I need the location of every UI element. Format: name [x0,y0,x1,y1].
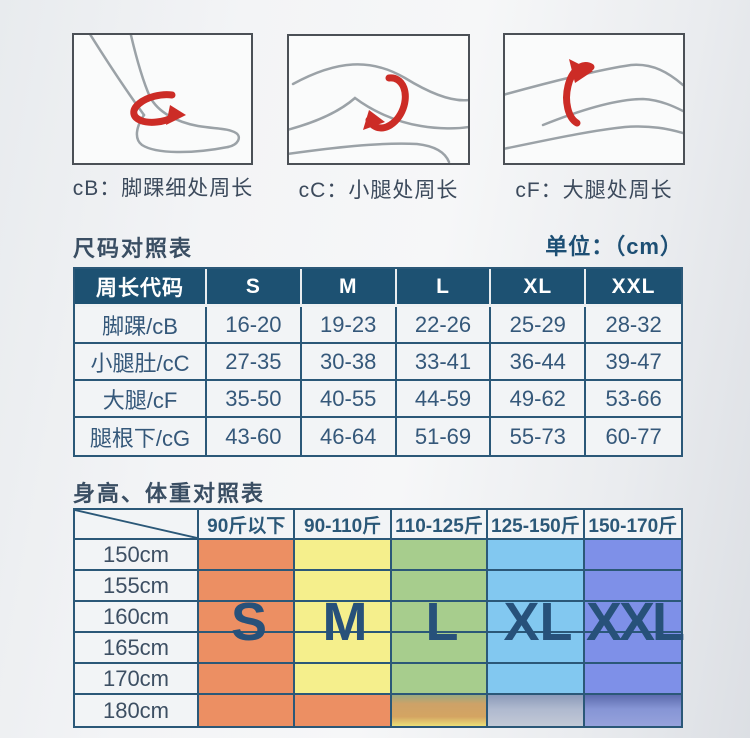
size-table-cell: 43-60 [207,418,302,455]
thigh-figure-box [503,33,685,165]
size-table-cell: 51-69 [397,418,492,455]
size-zone-cell [295,602,392,633]
height-weight-diagonal-cell [75,510,199,540]
size-zone-cell [295,664,392,695]
height-row-label: 165cm [75,633,199,664]
size-zone-cell [584,602,681,633]
size-table-header-cell: 周长代码 [75,269,207,307]
size-table-cell: 27-35 [207,344,302,381]
size-table-cell: 60-77 [605,423,662,449]
size-table-cell: 49-62 [491,381,587,418]
size-zone-cell [295,695,392,726]
size-zone-cell [199,571,296,602]
weight-column-header: 150-170斤 [584,510,681,540]
weight-column-header: 90-110斤 [295,510,392,540]
weight-column-header: 125-150斤 [488,510,585,540]
size-table-header-cell: L [396,269,492,307]
size-zone-cell [391,540,489,571]
calf-figure-label: cC：小腿处周长 [298,179,459,202]
ankle-figure-label: cB：脚踝细处周长 [72,177,254,200]
size-table-title: 尺码对照表 [73,236,194,261]
size-table-cell: 28-32 [586,307,681,344]
thigh-figure-label: cF：大腿处周长 [515,179,673,202]
size-table-header-cell: M [301,269,397,307]
size-zone-cell [199,664,296,695]
size-table-header-cell: XXL [586,269,681,307]
size-zone-cell [391,571,489,602]
size-zone-cell [488,571,585,602]
size-table-cell: 25-29 [491,307,587,344]
size-table-cell: 39-47 [586,344,681,381]
size-zone-cell [391,664,489,695]
size-table-row-label: 小腿肚/cC [75,344,207,381]
size-zone-cell [584,540,681,571]
size-letter-xxl: XXL [586,592,685,652]
height-row-label: 170cm [75,664,199,695]
height-row-label: 180cm [75,695,199,726]
size-zone-cell [488,540,585,571]
height-weight-table: 90斤以下 90-110斤 110-125斤 125-150斤 150-170斤… [73,508,685,728]
size-zone-cell [584,695,681,726]
size-table-cell: 19-23 [301,307,397,344]
weight-column-header: 110-125斤 [391,510,489,540]
weight-column-header: 90斤以下 [199,510,296,540]
size-zone-cell [584,571,681,602]
size-table-cell: 53-66 [586,381,681,418]
size-letter-m: M [322,592,368,652]
size-zone-cell [488,695,585,726]
size-zone-cell [391,695,489,726]
size-table-cell: 30-38 [301,344,397,381]
size-table-header-cell: S [207,269,302,307]
size-table-cell: 35-50 [207,381,302,418]
size-zone-cell [199,602,296,633]
thigh-measure-illustration-icon [505,59,683,150]
calf-figure-box [287,34,470,165]
size-table-cell: 33-41 [396,344,492,381]
size-table: 周长代码 S M L XL XXL 脚踝/cB 16-20 19-23 22-2… [73,267,683,457]
size-letter-l: L [425,592,459,652]
size-table-cell: 44-59 [396,381,492,418]
size-table-row-label: 腿根下/cG [75,418,207,455]
size-zone-cell [199,695,296,726]
size-zone-cell [199,540,296,571]
size-table-header-cell: XL [491,269,587,307]
ankle-measure-illustration-icon [89,35,240,154]
size-table-cell: 55-73 [491,418,587,455]
size-zone-cell [584,633,681,664]
height-row-label: 160cm [75,602,199,633]
height-row-label: 150cm [75,540,199,571]
size-table-cell: 22-26 [396,307,492,344]
ankle-figure-box [72,33,253,165]
size-zone-cell [199,633,296,664]
size-table-cell: 16-20 [207,307,302,344]
size-zone-cell [584,664,681,695]
size-zone-cell [488,664,585,695]
size-zone-cell [295,633,392,664]
size-zone-cell [488,602,585,633]
size-zone-cell [488,633,585,664]
size-table-cell: 46-64 [302,418,397,455]
size-table-row-label: 脚踝/cB [75,307,207,344]
size-zone-cell [295,540,392,571]
calf-measure-illustration-icon [289,63,468,163]
height-weight-table-title: 身高、体重对照表 [73,481,266,506]
size-zone-cell [391,633,489,664]
size-table-cell: 40-55 [301,381,397,418]
size-letter-s: S [230,592,268,652]
size-table-row-label: 大腿/cF [75,381,207,418]
height-row-label: 155cm [75,571,199,602]
size-table-cell: 36-44 [491,344,587,381]
size-zone-cell [295,571,392,602]
diagonal-line [75,510,197,538]
size-letter-xl: XL [503,592,573,652]
size-zone-cell [391,602,489,633]
size-table-unit-label: 单位：（cm） [545,234,683,259]
